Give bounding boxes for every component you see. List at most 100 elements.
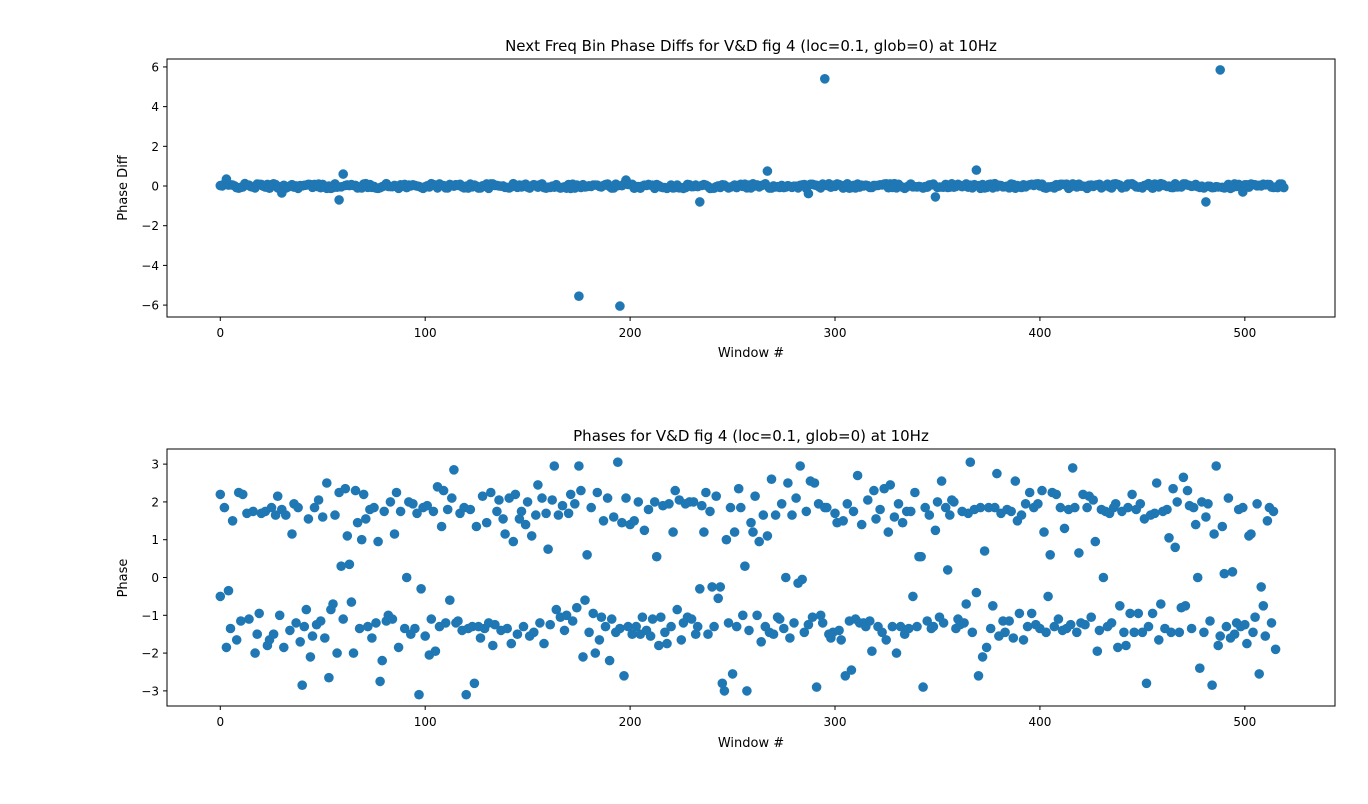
data-point	[1252, 499, 1262, 509]
data-point	[889, 512, 900, 522]
data-point	[379, 506, 390, 517]
data-point	[1010, 476, 1021, 486]
data-point	[420, 631, 431, 641]
data-point	[666, 621, 676, 632]
data-point	[1250, 612, 1260, 622]
data-point	[502, 623, 512, 634]
data-point	[910, 487, 920, 498]
data-point	[1258, 601, 1269, 611]
data-point	[215, 489, 226, 500]
data-point	[797, 574, 807, 585]
data-point	[324, 672, 334, 683]
data-point	[815, 610, 826, 621]
data-point	[649, 497, 660, 507]
data-point	[488, 640, 498, 651]
data-point	[748, 527, 758, 537]
data-point	[727, 669, 738, 679]
data-point	[1229, 629, 1240, 639]
data-point	[250, 648, 260, 658]
data-point	[1070, 502, 1080, 513]
x-tick-label: 100	[414, 715, 437, 729]
data-point	[1151, 478, 1162, 488]
data-point	[762, 166, 773, 176]
data-point	[803, 619, 814, 630]
data-point	[774, 614, 785, 624]
data-point	[930, 192, 941, 202]
data-point	[836, 635, 846, 645]
data-point	[631, 621, 641, 632]
data-point	[1026, 608, 1037, 619]
y-tick-label: −2	[141, 219, 159, 233]
scatter-points	[215, 457, 1281, 700]
data-point	[225, 623, 236, 634]
data-point	[299, 621, 310, 632]
data-point	[1041, 627, 1051, 638]
data-point	[842, 499, 853, 509]
data-point	[789, 618, 799, 628]
data-point	[1156, 599, 1166, 609]
data-point	[838, 516, 848, 526]
data-point	[428, 506, 439, 517]
data-point	[1166, 627, 1176, 638]
data-point	[633, 497, 644, 507]
data-point	[375, 676, 385, 687]
data-point	[949, 497, 959, 507]
data-point	[891, 648, 902, 658]
data-point	[830, 508, 840, 519]
data-point	[617, 517, 627, 528]
data-point	[717, 678, 728, 689]
data-point	[918, 682, 928, 692]
data-point	[1213, 640, 1223, 651]
data-point	[1055, 502, 1066, 513]
data-point	[1020, 499, 1031, 509]
data-point	[272, 491, 283, 502]
data-point	[940, 502, 951, 513]
data-point	[856, 519, 867, 530]
data-point	[707, 582, 717, 592]
data-point	[1172, 497, 1182, 507]
data-point	[563, 508, 574, 519]
plot-frame	[166, 58, 1336, 318]
data-point	[961, 599, 971, 609]
data-point	[719, 686, 730, 696]
data-point	[1072, 627, 1082, 638]
data-point	[647, 614, 658, 624]
data-point	[623, 621, 633, 632]
data-point	[1008, 633, 1019, 643]
data-point	[930, 525, 941, 536]
data-point	[1154, 635, 1164, 645]
data-point	[1098, 572, 1109, 583]
data-point	[395, 506, 406, 517]
data-point	[301, 604, 312, 615]
data-point	[762, 531, 773, 541]
data-point	[746, 517, 756, 528]
data-point	[317, 512, 328, 522]
data-point	[608, 512, 619, 522]
data-point	[252, 629, 262, 639]
data-point	[1039, 527, 1049, 537]
data-point	[820, 74, 830, 84]
data-point	[885, 480, 896, 490]
data-point	[731, 621, 742, 632]
data-point	[803, 188, 814, 199]
data-point	[906, 506, 916, 517]
data-point	[238, 489, 248, 500]
data-point	[307, 631, 318, 641]
data-point	[1215, 65, 1225, 75]
data-point	[1215, 631, 1225, 641]
data-point	[531, 510, 541, 520]
y-tick-label: −2	[141, 647, 159, 661]
data-point	[332, 648, 342, 658]
data-point	[549, 461, 560, 471]
data-point	[1164, 533, 1174, 543]
data-point	[1135, 499, 1146, 509]
data-point	[535, 618, 545, 628]
data-point	[1240, 619, 1250, 630]
data-point	[613, 457, 623, 468]
data-point	[670, 485, 680, 496]
data-point	[1082, 502, 1092, 513]
phase-chart: Phases for V&D fig 4 (loc=0.1, glob=0) a…	[116, 427, 1336, 751]
data-point	[770, 510, 781, 520]
data-point	[662, 638, 672, 649]
data-point	[807, 612, 818, 622]
